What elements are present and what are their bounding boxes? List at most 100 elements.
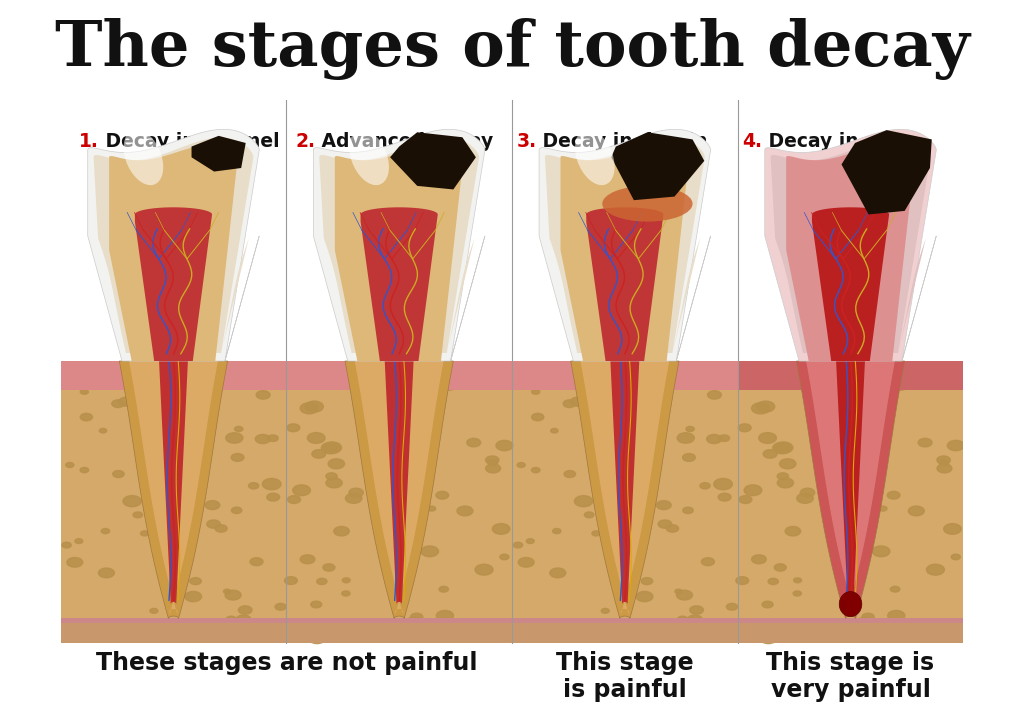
Ellipse shape xyxy=(485,464,501,473)
Ellipse shape xyxy=(239,606,252,614)
Ellipse shape xyxy=(119,397,134,407)
Ellipse shape xyxy=(275,604,286,610)
Ellipse shape xyxy=(61,542,72,548)
Ellipse shape xyxy=(513,542,522,548)
Ellipse shape xyxy=(894,382,907,390)
Ellipse shape xyxy=(872,546,890,556)
Ellipse shape xyxy=(311,450,326,458)
Polygon shape xyxy=(786,144,914,361)
Ellipse shape xyxy=(436,610,454,621)
Ellipse shape xyxy=(794,591,802,596)
FancyBboxPatch shape xyxy=(737,361,964,389)
Ellipse shape xyxy=(896,376,912,386)
Ellipse shape xyxy=(575,129,614,185)
Ellipse shape xyxy=(688,615,702,624)
Text: This stage is
very painful: This stage is very painful xyxy=(766,650,935,703)
Ellipse shape xyxy=(531,467,540,473)
FancyBboxPatch shape xyxy=(287,371,512,643)
Polygon shape xyxy=(580,358,670,614)
Ellipse shape xyxy=(205,500,220,510)
Ellipse shape xyxy=(475,564,493,575)
Polygon shape xyxy=(611,132,705,200)
Ellipse shape xyxy=(564,470,575,478)
Polygon shape xyxy=(587,207,664,361)
Polygon shape xyxy=(842,130,932,214)
Ellipse shape xyxy=(574,495,593,507)
Text: 3.: 3. xyxy=(516,132,537,151)
Ellipse shape xyxy=(760,633,777,644)
FancyBboxPatch shape xyxy=(512,617,737,623)
Ellipse shape xyxy=(123,495,141,507)
Ellipse shape xyxy=(744,485,762,495)
Ellipse shape xyxy=(234,427,243,432)
Ellipse shape xyxy=(80,413,92,421)
Polygon shape xyxy=(120,361,227,618)
Text: This stage
is painful: This stage is painful xyxy=(556,650,693,703)
Ellipse shape xyxy=(444,376,461,386)
Ellipse shape xyxy=(487,460,498,465)
Ellipse shape xyxy=(919,438,932,447)
Ellipse shape xyxy=(215,525,227,532)
Polygon shape xyxy=(93,138,253,353)
Ellipse shape xyxy=(908,506,925,516)
Ellipse shape xyxy=(531,413,544,421)
Ellipse shape xyxy=(879,506,887,511)
Ellipse shape xyxy=(427,506,435,511)
FancyBboxPatch shape xyxy=(737,617,964,623)
Ellipse shape xyxy=(707,435,722,444)
Ellipse shape xyxy=(102,625,114,632)
Ellipse shape xyxy=(779,459,796,469)
Ellipse shape xyxy=(892,628,908,638)
Ellipse shape xyxy=(773,442,792,454)
Ellipse shape xyxy=(267,435,279,442)
Text: Decay in enamel: Decay in enamel xyxy=(98,132,280,151)
FancyBboxPatch shape xyxy=(287,623,512,643)
Ellipse shape xyxy=(768,579,778,584)
Ellipse shape xyxy=(675,589,682,594)
Ellipse shape xyxy=(785,526,801,536)
Ellipse shape xyxy=(496,440,513,451)
Ellipse shape xyxy=(656,500,671,510)
Ellipse shape xyxy=(411,613,423,621)
FancyBboxPatch shape xyxy=(512,371,737,643)
Ellipse shape xyxy=(207,520,220,528)
Ellipse shape xyxy=(66,462,74,467)
Text: Decay in pulp: Decay in pulp xyxy=(762,132,912,151)
Ellipse shape xyxy=(223,589,230,594)
Ellipse shape xyxy=(262,478,281,490)
Ellipse shape xyxy=(777,478,794,488)
Ellipse shape xyxy=(736,576,749,584)
Ellipse shape xyxy=(287,424,300,432)
Ellipse shape xyxy=(774,442,793,453)
Ellipse shape xyxy=(255,435,270,444)
FancyBboxPatch shape xyxy=(60,136,287,361)
Ellipse shape xyxy=(550,568,565,578)
FancyBboxPatch shape xyxy=(287,361,512,389)
Ellipse shape xyxy=(349,129,389,185)
Ellipse shape xyxy=(225,616,237,623)
Ellipse shape xyxy=(323,564,335,571)
Polygon shape xyxy=(135,207,212,361)
Ellipse shape xyxy=(326,478,342,488)
Ellipse shape xyxy=(677,616,688,623)
Ellipse shape xyxy=(887,491,900,499)
Ellipse shape xyxy=(888,610,905,621)
Ellipse shape xyxy=(551,429,558,433)
Ellipse shape xyxy=(493,523,510,534)
Ellipse shape xyxy=(677,590,692,600)
Ellipse shape xyxy=(225,590,241,600)
Ellipse shape xyxy=(554,625,565,632)
Polygon shape xyxy=(806,358,896,614)
Polygon shape xyxy=(765,129,936,361)
Ellipse shape xyxy=(939,460,949,465)
Ellipse shape xyxy=(585,512,594,518)
Polygon shape xyxy=(545,138,705,353)
Ellipse shape xyxy=(267,493,280,501)
Ellipse shape xyxy=(566,630,575,635)
FancyBboxPatch shape xyxy=(60,361,287,389)
Polygon shape xyxy=(539,129,711,361)
Ellipse shape xyxy=(763,450,777,458)
FancyBboxPatch shape xyxy=(60,371,287,643)
Polygon shape xyxy=(812,207,889,361)
Ellipse shape xyxy=(406,617,423,627)
